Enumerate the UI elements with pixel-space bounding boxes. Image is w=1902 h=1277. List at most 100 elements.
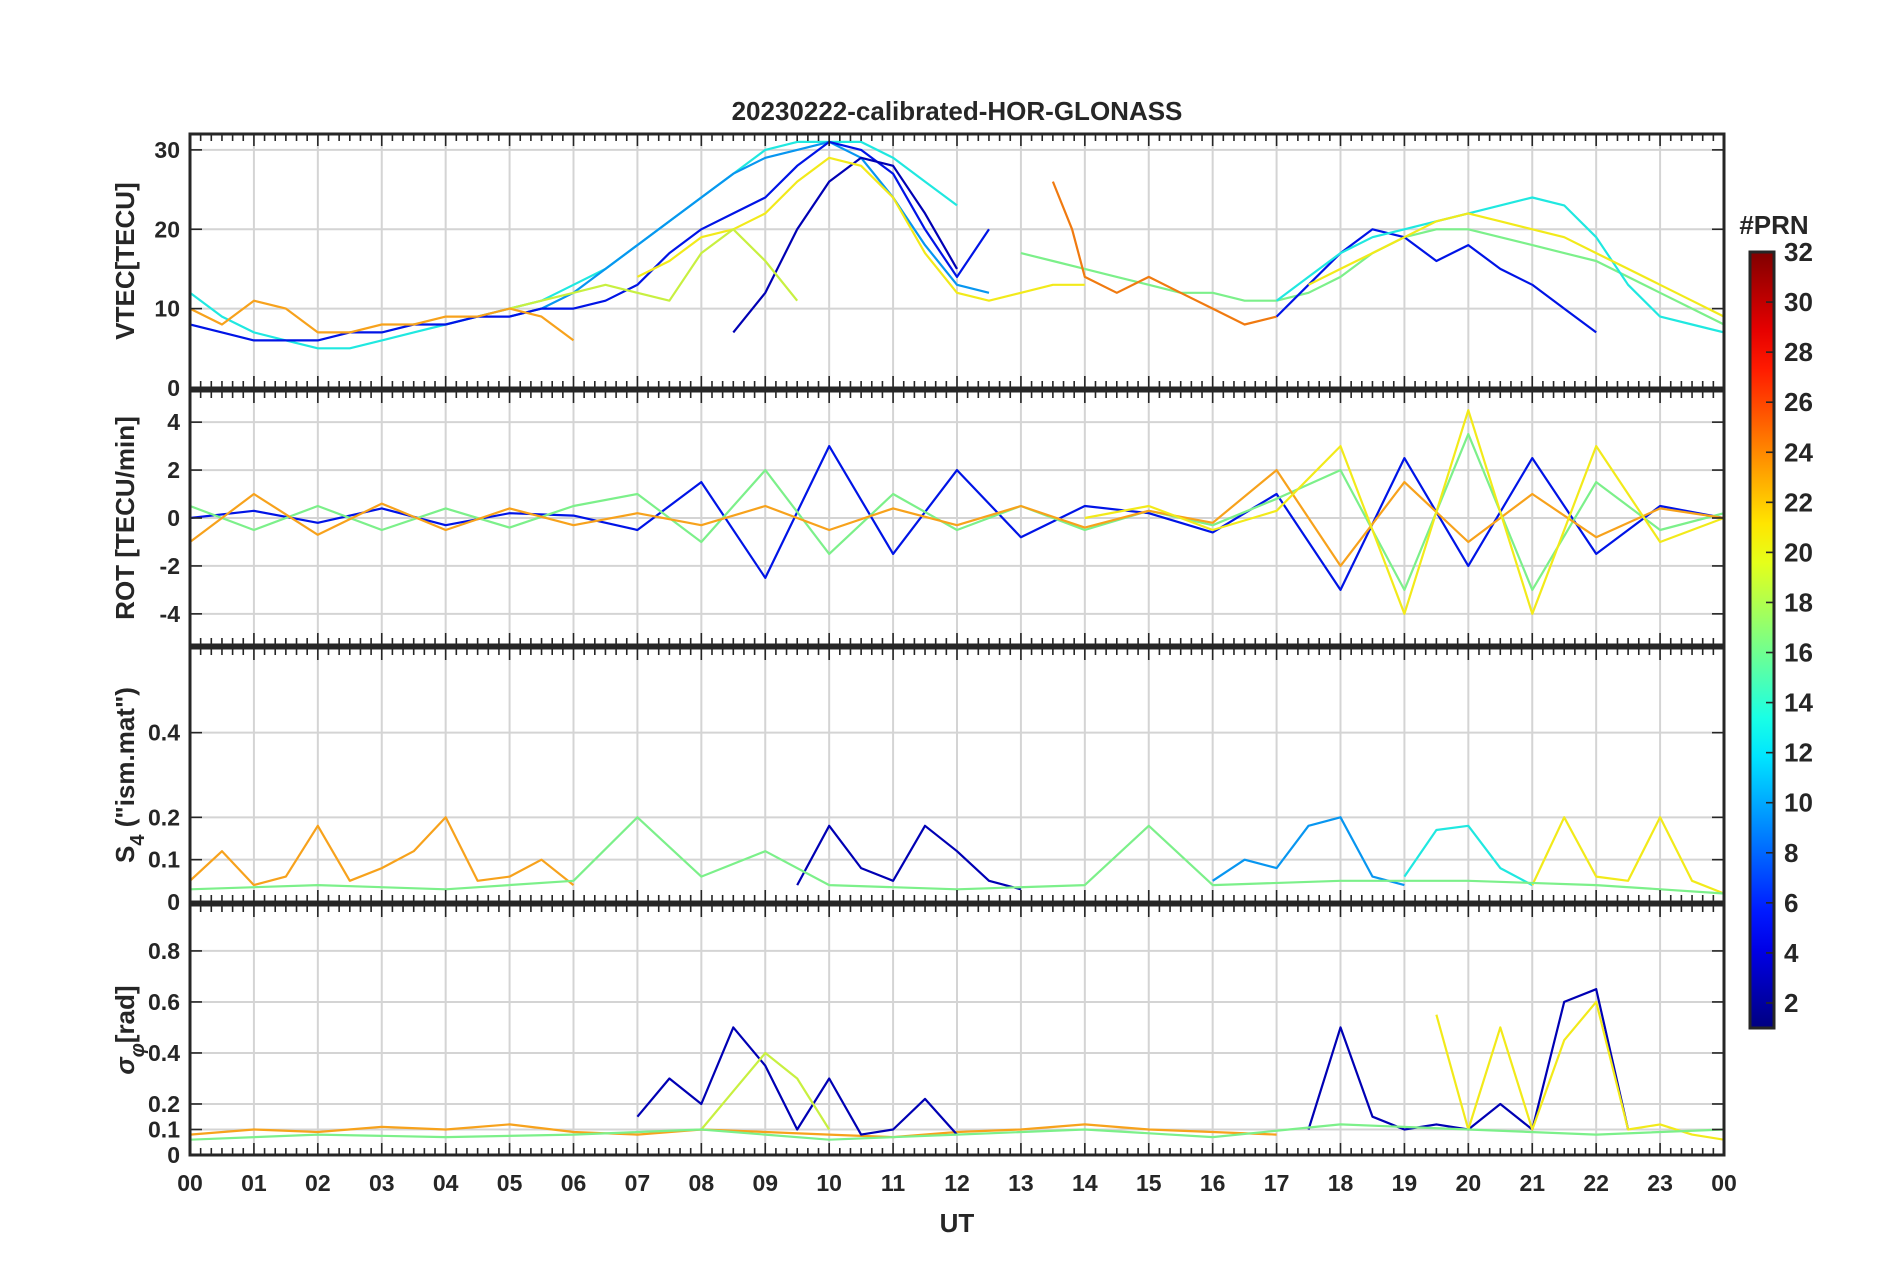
colorbar-tick-label: 30 bbox=[1784, 287, 1813, 317]
colorbar-tick-label: 4 bbox=[1784, 938, 1799, 968]
colorbar-title: #PRN bbox=[1739, 210, 1808, 240]
colorbar-gradient bbox=[1750, 252, 1774, 1028]
y-tick-label: 0.4 bbox=[148, 720, 180, 746]
series-prn-13 bbox=[1403, 824, 1533, 887]
y-axis-label-sigma: σφ[rad] bbox=[110, 985, 149, 1074]
y-tick-label: 0.2 bbox=[148, 1091, 180, 1117]
series-prn-2 bbox=[636, 1026, 958, 1136]
colorbar-tick-label: 2 bbox=[1784, 988, 1798, 1018]
x-tick-label: 08 bbox=[689, 1170, 715, 1196]
x-tick-label: 01 bbox=[241, 1170, 267, 1196]
y-axis-label-vtec: VTEC[TECU] bbox=[110, 182, 140, 339]
x-tick-label: 09 bbox=[752, 1170, 778, 1196]
x-tick-label: 02 bbox=[305, 1170, 331, 1196]
y-tick-label: 0.1 bbox=[148, 1116, 180, 1142]
x-tick-label: 19 bbox=[1392, 1170, 1418, 1196]
series-prn-2 bbox=[796, 824, 1022, 891]
series-prn-22 bbox=[190, 816, 575, 887]
colorbar-tick-label: 6 bbox=[1784, 888, 1798, 918]
x-axis-label: UT bbox=[940, 1208, 975, 1238]
y-tick-label: 20 bbox=[154, 216, 180, 242]
series-group bbox=[190, 988, 1724, 1141]
x-tick-label: 17 bbox=[1264, 1170, 1290, 1196]
series-prn-2 bbox=[732, 156, 958, 334]
panel-frame bbox=[188, 646, 1726, 904]
y-axis-label-s4: S4 ("ism.mat") bbox=[110, 687, 149, 863]
x-tick-label: 06 bbox=[561, 1170, 587, 1196]
y-tick-label: 2 bbox=[167, 457, 180, 483]
x-tick-label: 12 bbox=[944, 1170, 970, 1196]
series-prn-3 bbox=[190, 140, 990, 342]
y-tick-label: 0.1 bbox=[148, 847, 180, 873]
series-prn-20 bbox=[1531, 816, 1724, 895]
x-tick-label: 10 bbox=[816, 1170, 842, 1196]
y-tick-label: 0.8 bbox=[148, 938, 180, 964]
x-tick-label: 16 bbox=[1200, 1170, 1226, 1196]
x-tick-label: 14 bbox=[1072, 1170, 1098, 1196]
x-tick-label: 03 bbox=[369, 1170, 395, 1196]
x-tick-label: 05 bbox=[497, 1170, 523, 1196]
y-tick-label: -4 bbox=[160, 601, 181, 627]
series-group bbox=[190, 140, 1724, 350]
series-prn-20 bbox=[1435, 1000, 1724, 1141]
colorbar-tick-label: 12 bbox=[1784, 738, 1813, 768]
y-tick-label: 30 bbox=[154, 137, 180, 163]
colorbar-tick-label: 14 bbox=[1784, 688, 1813, 718]
panel-frame bbox=[188, 389, 1726, 647]
series-prn-22 bbox=[190, 299, 575, 342]
y-tick-label: 0.2 bbox=[148, 804, 180, 830]
colorbar-tick-label: 8 bbox=[1784, 838, 1798, 868]
colorbar-tick-label: 26 bbox=[1784, 387, 1813, 417]
x-tick-label: 04 bbox=[433, 1170, 459, 1196]
series-prn-3 bbox=[1275, 228, 1597, 334]
series-prn-16 bbox=[190, 433, 1724, 592]
series-group bbox=[190, 816, 1724, 895]
x-tick-label: 00 bbox=[177, 1170, 203, 1196]
y-axis-label-rot: ROT [TECU/min] bbox=[110, 416, 140, 620]
series-prn-13 bbox=[1275, 196, 1724, 334]
x-tick-label: 23 bbox=[1647, 1170, 1673, 1196]
y-tick-label: -2 bbox=[160, 553, 180, 579]
colorbar-tick-label: 20 bbox=[1784, 537, 1813, 567]
panel-rot: -4 -2 0 2 4 ROT [TECU/min] bbox=[110, 389, 1726, 647]
y-tick-label: 10 bbox=[154, 296, 180, 322]
x-tick-label: 21 bbox=[1519, 1170, 1545, 1196]
series-prn-16 bbox=[190, 816, 1724, 895]
x-tick-label: 15 bbox=[1136, 1170, 1162, 1196]
colorbar-tick-label: 32 bbox=[1784, 237, 1813, 267]
y-tick-label: 0 bbox=[167, 889, 180, 915]
series-prn-20 bbox=[1308, 212, 1724, 318]
x-tick-label: 07 bbox=[625, 1170, 651, 1196]
series-prn-9 bbox=[1212, 816, 1405, 887]
colorbar-tick-label: 10 bbox=[1784, 788, 1813, 818]
series-prn-16 bbox=[190, 1123, 1724, 1141]
panel-frame bbox=[188, 132, 1726, 390]
panel-sigma: 00.10.2 0.4 0.6 0.8 σφ[rad] bbox=[110, 903, 1726, 1168]
y-tick-label: 0 bbox=[167, 1142, 180, 1168]
panel-frame bbox=[188, 903, 1726, 1157]
series-prn-20 bbox=[1084, 409, 1724, 615]
x-tick-label: 22 bbox=[1583, 1170, 1609, 1196]
y-tick-label: 0 bbox=[167, 375, 180, 401]
y-tick-label: 0.6 bbox=[148, 989, 180, 1015]
colorbar-frame bbox=[1748, 250, 1776, 1030]
colorbar-tick-label: 16 bbox=[1784, 638, 1813, 668]
series-prn-23 bbox=[1051, 181, 1277, 326]
x-tick-label: 18 bbox=[1328, 1170, 1354, 1196]
colorbar-tick-label: 18 bbox=[1784, 587, 1813, 617]
series-prn-3 bbox=[190, 445, 1724, 592]
y-tick-label: 4 bbox=[167, 409, 180, 435]
x-tick-label: 20 bbox=[1456, 1170, 1482, 1196]
panel-vtec: 0 10 20 30 VTEC[TECU] bbox=[110, 132, 1726, 401]
series-prn-9 bbox=[509, 140, 990, 318]
y-tick-label: 0.4 bbox=[148, 1040, 180, 1066]
series-prn-20 bbox=[636, 156, 1085, 302]
series-prn-22 bbox=[190, 1123, 1277, 1139]
series-prn-18 bbox=[509, 228, 799, 310]
chart-title: 20230222-calibrated-HOR-GLONASS bbox=[732, 96, 1183, 126]
x-tick-label: 13 bbox=[1008, 1170, 1034, 1196]
